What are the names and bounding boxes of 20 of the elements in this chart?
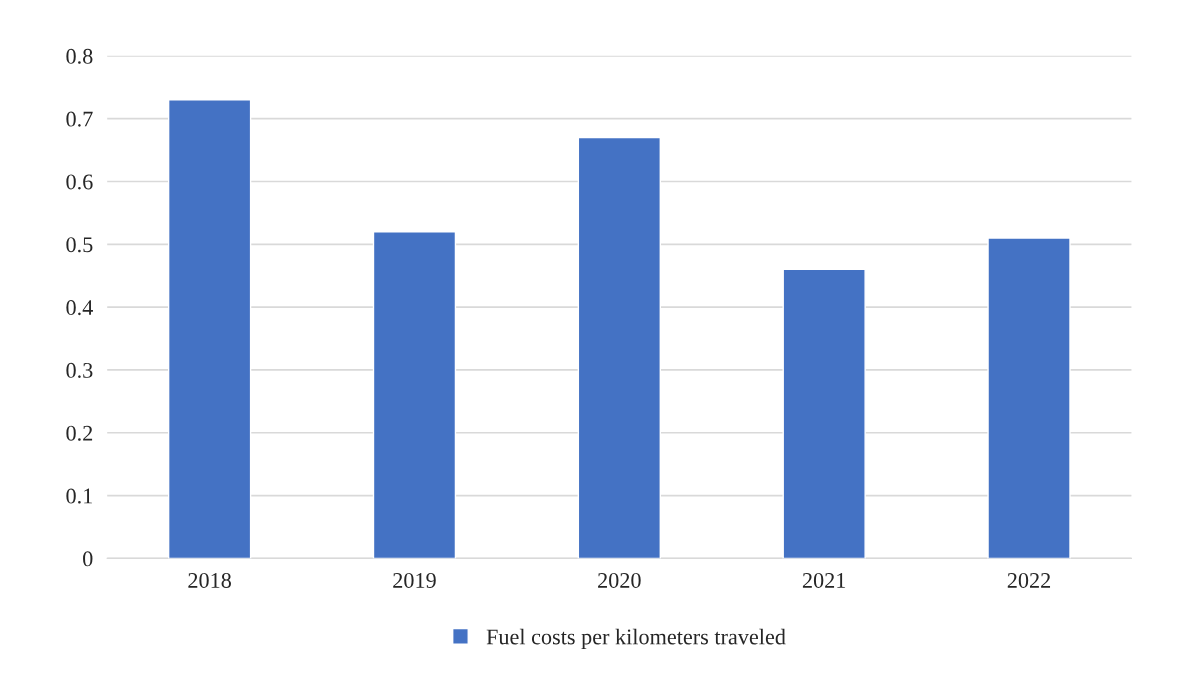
y-tick-label: 0.1 bbox=[66, 488, 92, 504]
y-tick-label: 0.4 bbox=[66, 300, 93, 316]
y-tick-label: 0.2 bbox=[66, 425, 93, 441]
y-tick-label: 0.8 bbox=[66, 48, 93, 64]
legend-label: Fuel costs per kilometers traveled bbox=[486, 628, 786, 649]
bar bbox=[987, 237, 1071, 559]
y-tick-label: 0.7 bbox=[66, 111, 93, 127]
y-tick-label: 0.6 bbox=[66, 174, 93, 190]
y-tick-label: 0.3 bbox=[66, 362, 93, 378]
x-tick-label: 2019 bbox=[393, 572, 436, 588]
bar bbox=[372, 231, 457, 559]
x-tick-label: 2018 bbox=[188, 572, 231, 588]
x-tick-label: 2020 bbox=[598, 572, 641, 588]
bar bbox=[167, 99, 252, 559]
bar bbox=[782, 268, 866, 559]
x-tick-label: 2021 bbox=[802, 572, 846, 588]
y-tick-label: 0 bbox=[83, 551, 93, 567]
y-tick-label: 0.5 bbox=[66, 237, 93, 253]
x-tick-label: 2022 bbox=[1007, 572, 1051, 588]
bar bbox=[577, 136, 661, 559]
